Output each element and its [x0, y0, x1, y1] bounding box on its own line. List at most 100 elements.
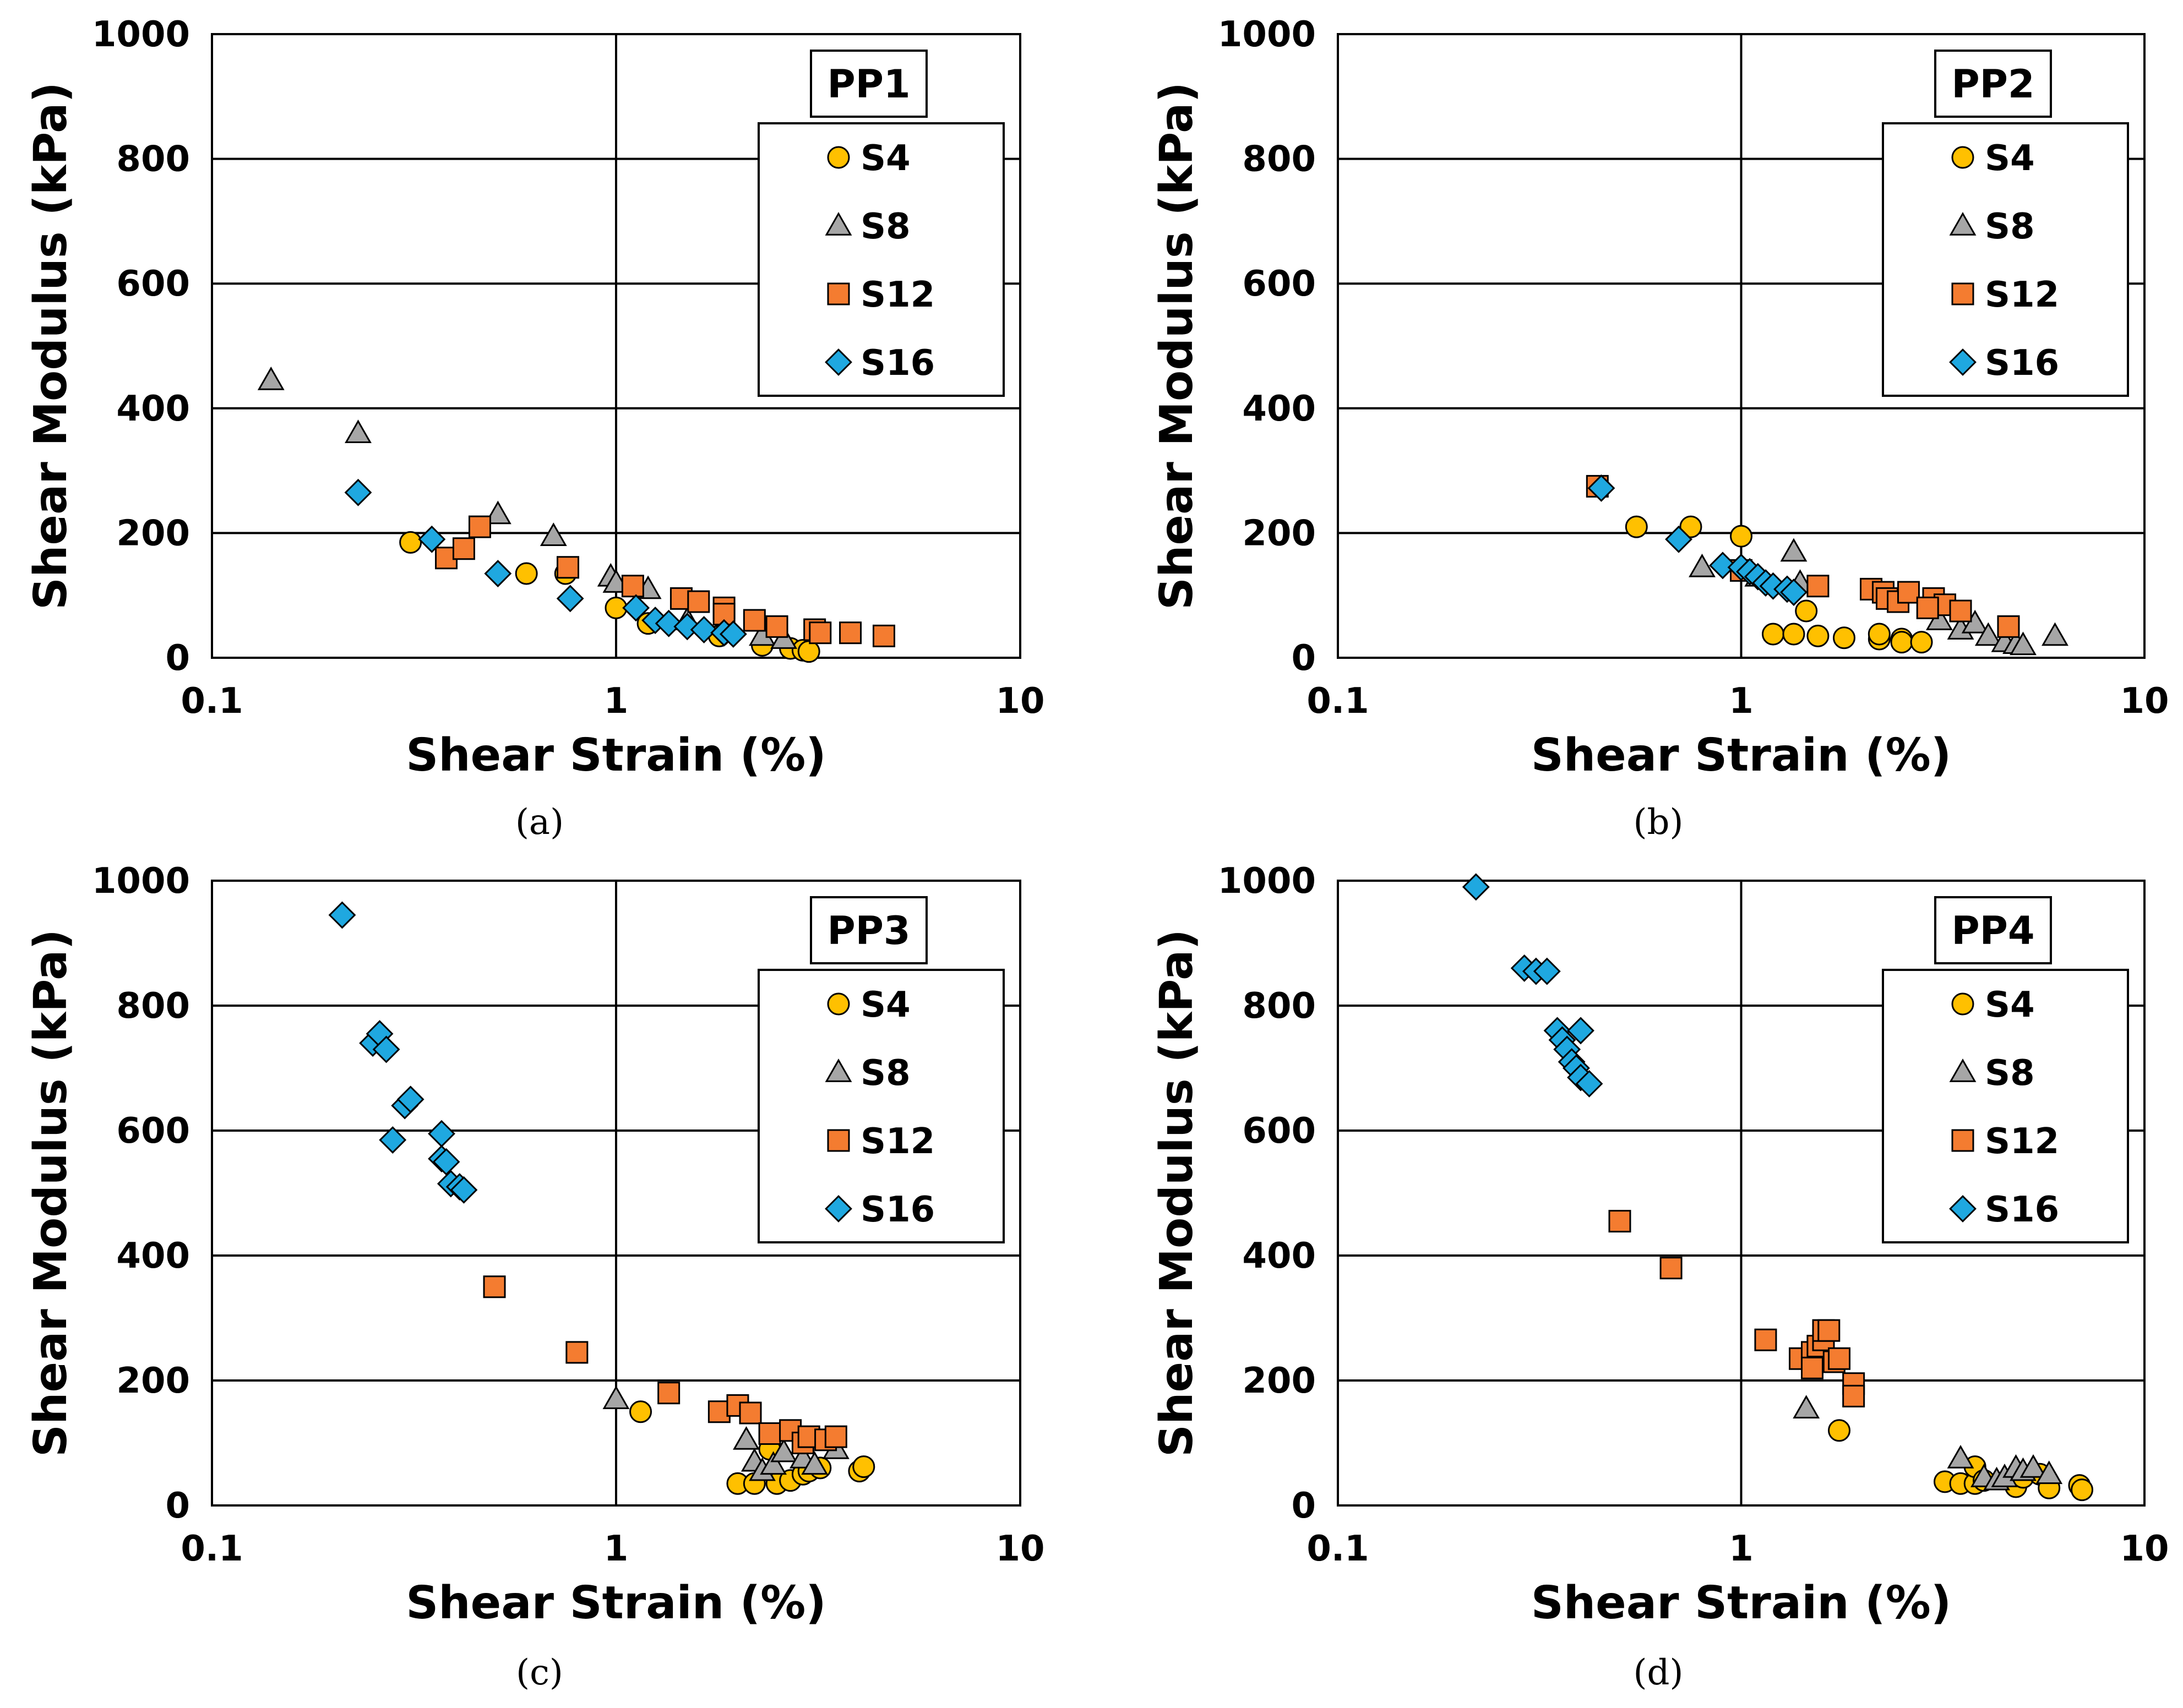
- x-tick-label: 0.1: [1306, 681, 1369, 722]
- data-point-s16: [418, 525, 446, 553]
- data-point-s4: [1679, 515, 1702, 538]
- chart-panel-pp4: 0 200 400 600 800 1000 0.1 1 10 Shear Strain (%) S…: [1151, 861, 2169, 1629]
- data-point-s12: [687, 590, 710, 613]
- legend-label-s8: S8: [861, 1053, 911, 1094]
- legend-label-s4: S4: [861, 138, 911, 179]
- panel-title-box: [810, 50, 928, 118]
- legend-marker-s8: [825, 212, 852, 236]
- y-axis-title: Shear Modulus (kPa): [1151, 929, 1203, 1457]
- data-point-s16: [556, 585, 584, 613]
- legend-marker-s16: [1949, 348, 1977, 376]
- data-point-s4: [1890, 631, 1913, 654]
- data-point-s16: [1567, 1017, 1594, 1045]
- data-point-s12: [743, 609, 766, 632]
- legend-marker-s16: [825, 1195, 852, 1223]
- data-point-s16: [1462, 873, 1490, 901]
- y-tick-label: 400: [116, 1236, 190, 1276]
- x-tick-label: 10: [995, 1529, 1044, 1569]
- data-point-s16: [719, 620, 747, 648]
- legend-box: [1882, 122, 2129, 397]
- data-point-s8: [733, 1426, 760, 1450]
- series-s12: [1608, 1210, 1865, 1407]
- x-axis-title: Shear Strain (%): [1531, 1577, 1952, 1629]
- data-point-s16: [396, 1085, 424, 1114]
- legend-label-s16: S16: [861, 1189, 935, 1230]
- data-point-s12: [758, 1422, 781, 1445]
- panel-caption: (a): [515, 802, 564, 843]
- data-point-s12: [1659, 1257, 1683, 1280]
- legend-label-s16: S16: [1985, 343, 2059, 384]
- data-point-s12: [1800, 1356, 1823, 1379]
- data-point-s16: [328, 901, 356, 929]
- x-tick-label: 10: [2120, 681, 2169, 722]
- data-point-s4: [1910, 631, 1933, 654]
- y-tick-label: 800: [116, 139, 190, 180]
- data-point-s8: [770, 1438, 798, 1463]
- series-s4: [1625, 515, 1933, 654]
- data-point-s8: [1947, 1445, 1974, 1469]
- legend-label-s16: S16: [1985, 1189, 2059, 1230]
- y-axis-title: Shear Modulus (kPa): [1151, 82, 1203, 610]
- legend-marker-s4: [827, 146, 850, 169]
- data-point-s4: [1625, 515, 1648, 538]
- data-point-s4: [1832, 626, 1855, 650]
- legend-label-s4: S4: [1985, 138, 2035, 179]
- data-point-s8: [760, 1451, 787, 1475]
- legend-label-s8: S8: [1985, 1053, 2035, 1094]
- y-tick-label: 1000: [1218, 861, 1316, 902]
- data-point-s4: [1795, 599, 1818, 623]
- legend-label-s8: S8: [861, 206, 911, 247]
- x-tick-label: 0.1: [181, 681, 243, 722]
- data-point-s16: [450, 1176, 478, 1204]
- legend-marker-s8: [825, 1058, 852, 1082]
- series-s8: [257, 366, 798, 649]
- data-point-s12: [483, 1275, 506, 1298]
- data-point-s12: [765, 615, 788, 638]
- data-point-s16: [432, 1148, 460, 1176]
- data-point-s16: [655, 609, 683, 637]
- legend-label-s4: S4: [861, 985, 911, 1025]
- legend-label-s8: S8: [1985, 206, 2035, 247]
- data-point-s16: [1575, 1069, 1603, 1098]
- y-tick-label: 400: [116, 389, 190, 429]
- y-tick-label: 400: [1242, 389, 1316, 429]
- data-point-s8: [2019, 1454, 2047, 1478]
- legend-marker-s4: [1951, 146, 1974, 169]
- data-point-s4: [852, 1455, 875, 1478]
- data-point-s4: [629, 1400, 652, 1423]
- data-point-s16: [344, 478, 372, 506]
- data-point-s16: [1587, 474, 1615, 502]
- legend-label-s12: S12: [861, 1121, 935, 1162]
- series-s16: [344, 478, 747, 648]
- legend-marker-s16: [825, 348, 852, 376]
- legend-label-s12: S12: [1985, 1121, 2059, 1162]
- data-point-s4: [1868, 623, 1891, 646]
- legend-marker-s12: [827, 282, 850, 305]
- data-point-s16: [379, 1126, 407, 1154]
- series-s12: [435, 515, 895, 647]
- data-point-s4: [2071, 1478, 2094, 1502]
- y-tick-label: 800: [116, 986, 190, 1027]
- data-point-s16: [622, 594, 650, 622]
- data-point-s16: [690, 616, 718, 643]
- series-s8: [1793, 1395, 2063, 1491]
- y-tick-label: 600: [1242, 264, 1316, 304]
- data-point-s8: [801, 1451, 829, 1475]
- y-axis-title: Shear Modulus (kPa): [25, 82, 77, 610]
- data-point-s12: [872, 624, 895, 647]
- data-point-s4: [399, 531, 422, 554]
- y-tick-label: 800: [1242, 986, 1316, 1027]
- data-point-s12: [1806, 575, 1830, 598]
- y-tick-label: 0: [165, 1486, 190, 1526]
- y-tick-label: 600: [1242, 1111, 1316, 1152]
- y-tick-label: 1000: [92, 861, 190, 902]
- panel-caption: (d): [1634, 1652, 1684, 1693]
- series-s16: [328, 901, 478, 1204]
- chart-panel-pp2: 0 200 400 600 800 1000 0.1 1 10 Shear Strain (%) S…: [1151, 14, 2169, 782]
- y-tick-label: 600: [116, 264, 190, 304]
- x-axis-title: Shear Strain (%): [1531, 729, 1952, 782]
- x-tick-label: 0.1: [1306, 1529, 1369, 1569]
- x-axis-title: Shear Strain (%): [406, 1577, 826, 1629]
- panel-title: PP4: [1951, 908, 2034, 953]
- data-point-s4: [1806, 624, 1830, 647]
